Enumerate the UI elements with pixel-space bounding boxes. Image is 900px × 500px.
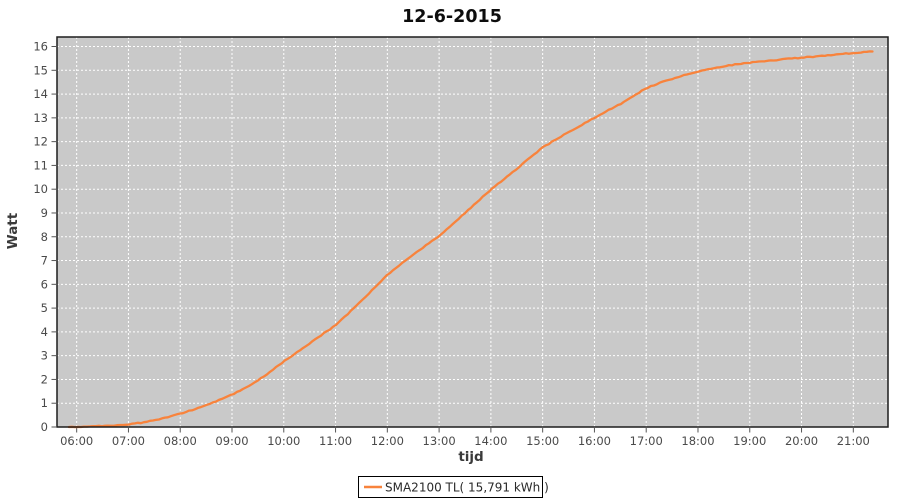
y-tick-label: 9 bbox=[41, 206, 48, 220]
x-tick-label: 16:00 bbox=[578, 434, 611, 448]
y-tick-label: 3 bbox=[41, 349, 48, 363]
y-tick-label: 16 bbox=[33, 40, 48, 54]
series-line bbox=[67, 50, 874, 429]
x-tick-label: 08:00 bbox=[164, 434, 197, 448]
x-tick-label: 07:00 bbox=[112, 434, 145, 448]
x-tick-label: 11:00 bbox=[319, 434, 352, 448]
legend: SMA2100 TL( 15,791 kWh ) bbox=[358, 476, 549, 498]
y-tick-label: 0 bbox=[41, 420, 48, 434]
x-tick-label: 12:00 bbox=[371, 434, 404, 448]
legend-box bbox=[358, 476, 543, 498]
y-tick-label: 13 bbox=[33, 111, 48, 125]
x-tick-label: 15:00 bbox=[526, 434, 559, 448]
x-tick-label: 19:00 bbox=[733, 434, 766, 448]
x-tick-label: 20:00 bbox=[785, 434, 818, 448]
y-tick-label: 6 bbox=[41, 277, 48, 291]
plot-area bbox=[57, 37, 888, 427]
x-tick-label: 13:00 bbox=[423, 434, 456, 448]
legend-label: SMA2100 TL( 15,791 kWh ) bbox=[385, 481, 549, 495]
chart-title: 12-6-2015 bbox=[402, 7, 502, 27]
y-tick-label: 8 bbox=[41, 230, 48, 244]
y-tick-label: 12 bbox=[33, 135, 48, 149]
x-tick-label: 09:00 bbox=[215, 434, 248, 448]
y-axis-label: Watt bbox=[5, 212, 21, 249]
y-tick-label: 5 bbox=[41, 301, 48, 315]
y-tick-label: 14 bbox=[33, 87, 48, 101]
x-tick-label: 10:00 bbox=[267, 434, 300, 448]
y-tick-label: 1 bbox=[41, 396, 48, 410]
y-tick-label: 15 bbox=[33, 63, 48, 77]
y-tick-label: 7 bbox=[41, 254, 48, 268]
x-tick-label: 14:00 bbox=[474, 434, 507, 448]
plot-border bbox=[56, 36, 889, 428]
x-axis-label: tijd bbox=[458, 449, 483, 465]
y-tick-label: 4 bbox=[41, 325, 48, 339]
y-tick-label: 11 bbox=[33, 158, 48, 172]
x-tick-label: 18:00 bbox=[681, 434, 714, 448]
y-tick-label: 10 bbox=[33, 182, 48, 196]
x-tick-label: 06:00 bbox=[60, 434, 93, 448]
y-tick-label: 2 bbox=[41, 372, 48, 386]
x-tick-label: 17:00 bbox=[630, 434, 663, 448]
x-tick-label: 21:00 bbox=[837, 434, 870, 448]
